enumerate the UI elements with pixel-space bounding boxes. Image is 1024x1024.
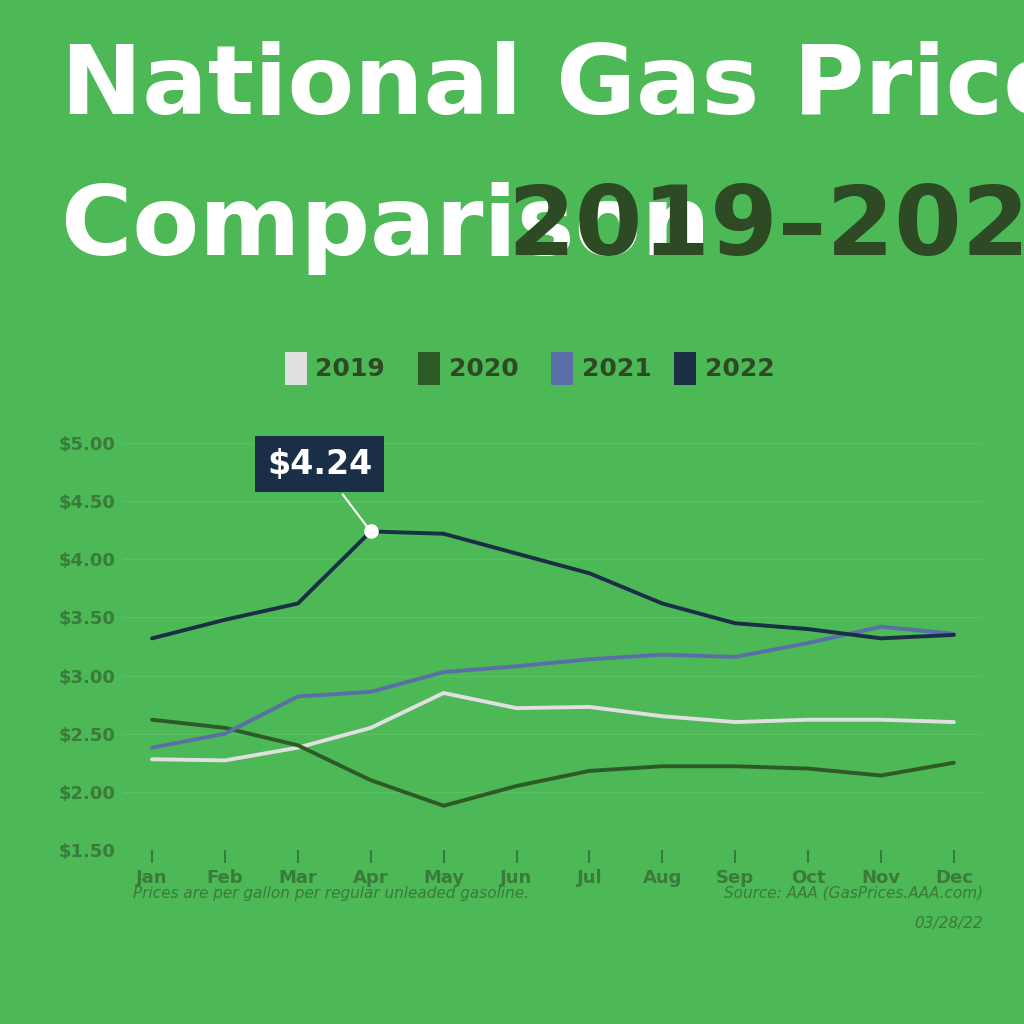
Bar: [551, 352, 573, 385]
Text: 2020: 2020: [449, 356, 518, 381]
Text: National Gas Price: National Gas Price: [61, 41, 1024, 133]
Text: Source: AAA (GasPrices.AAA.com): Source: AAA (GasPrices.AAA.com): [724, 886, 983, 901]
Bar: [674, 352, 696, 385]
Bar: [418, 352, 440, 385]
Text: 03/28/22: 03/28/22: [914, 916, 983, 932]
Text: 2022: 2022: [705, 356, 774, 381]
Text: 2021: 2021: [582, 356, 651, 381]
Text: 2019: 2019: [315, 356, 385, 381]
Bar: [285, 352, 307, 385]
Text: Comparison: Comparison: [61, 182, 744, 275]
Text: $4.24: $4.24: [267, 447, 373, 529]
Text: Prices are per gallon per regular unleaded gasoline.: Prices are per gallon per regular unlead…: [133, 886, 529, 901]
Text: 2019–2022: 2019–2022: [507, 182, 1024, 275]
